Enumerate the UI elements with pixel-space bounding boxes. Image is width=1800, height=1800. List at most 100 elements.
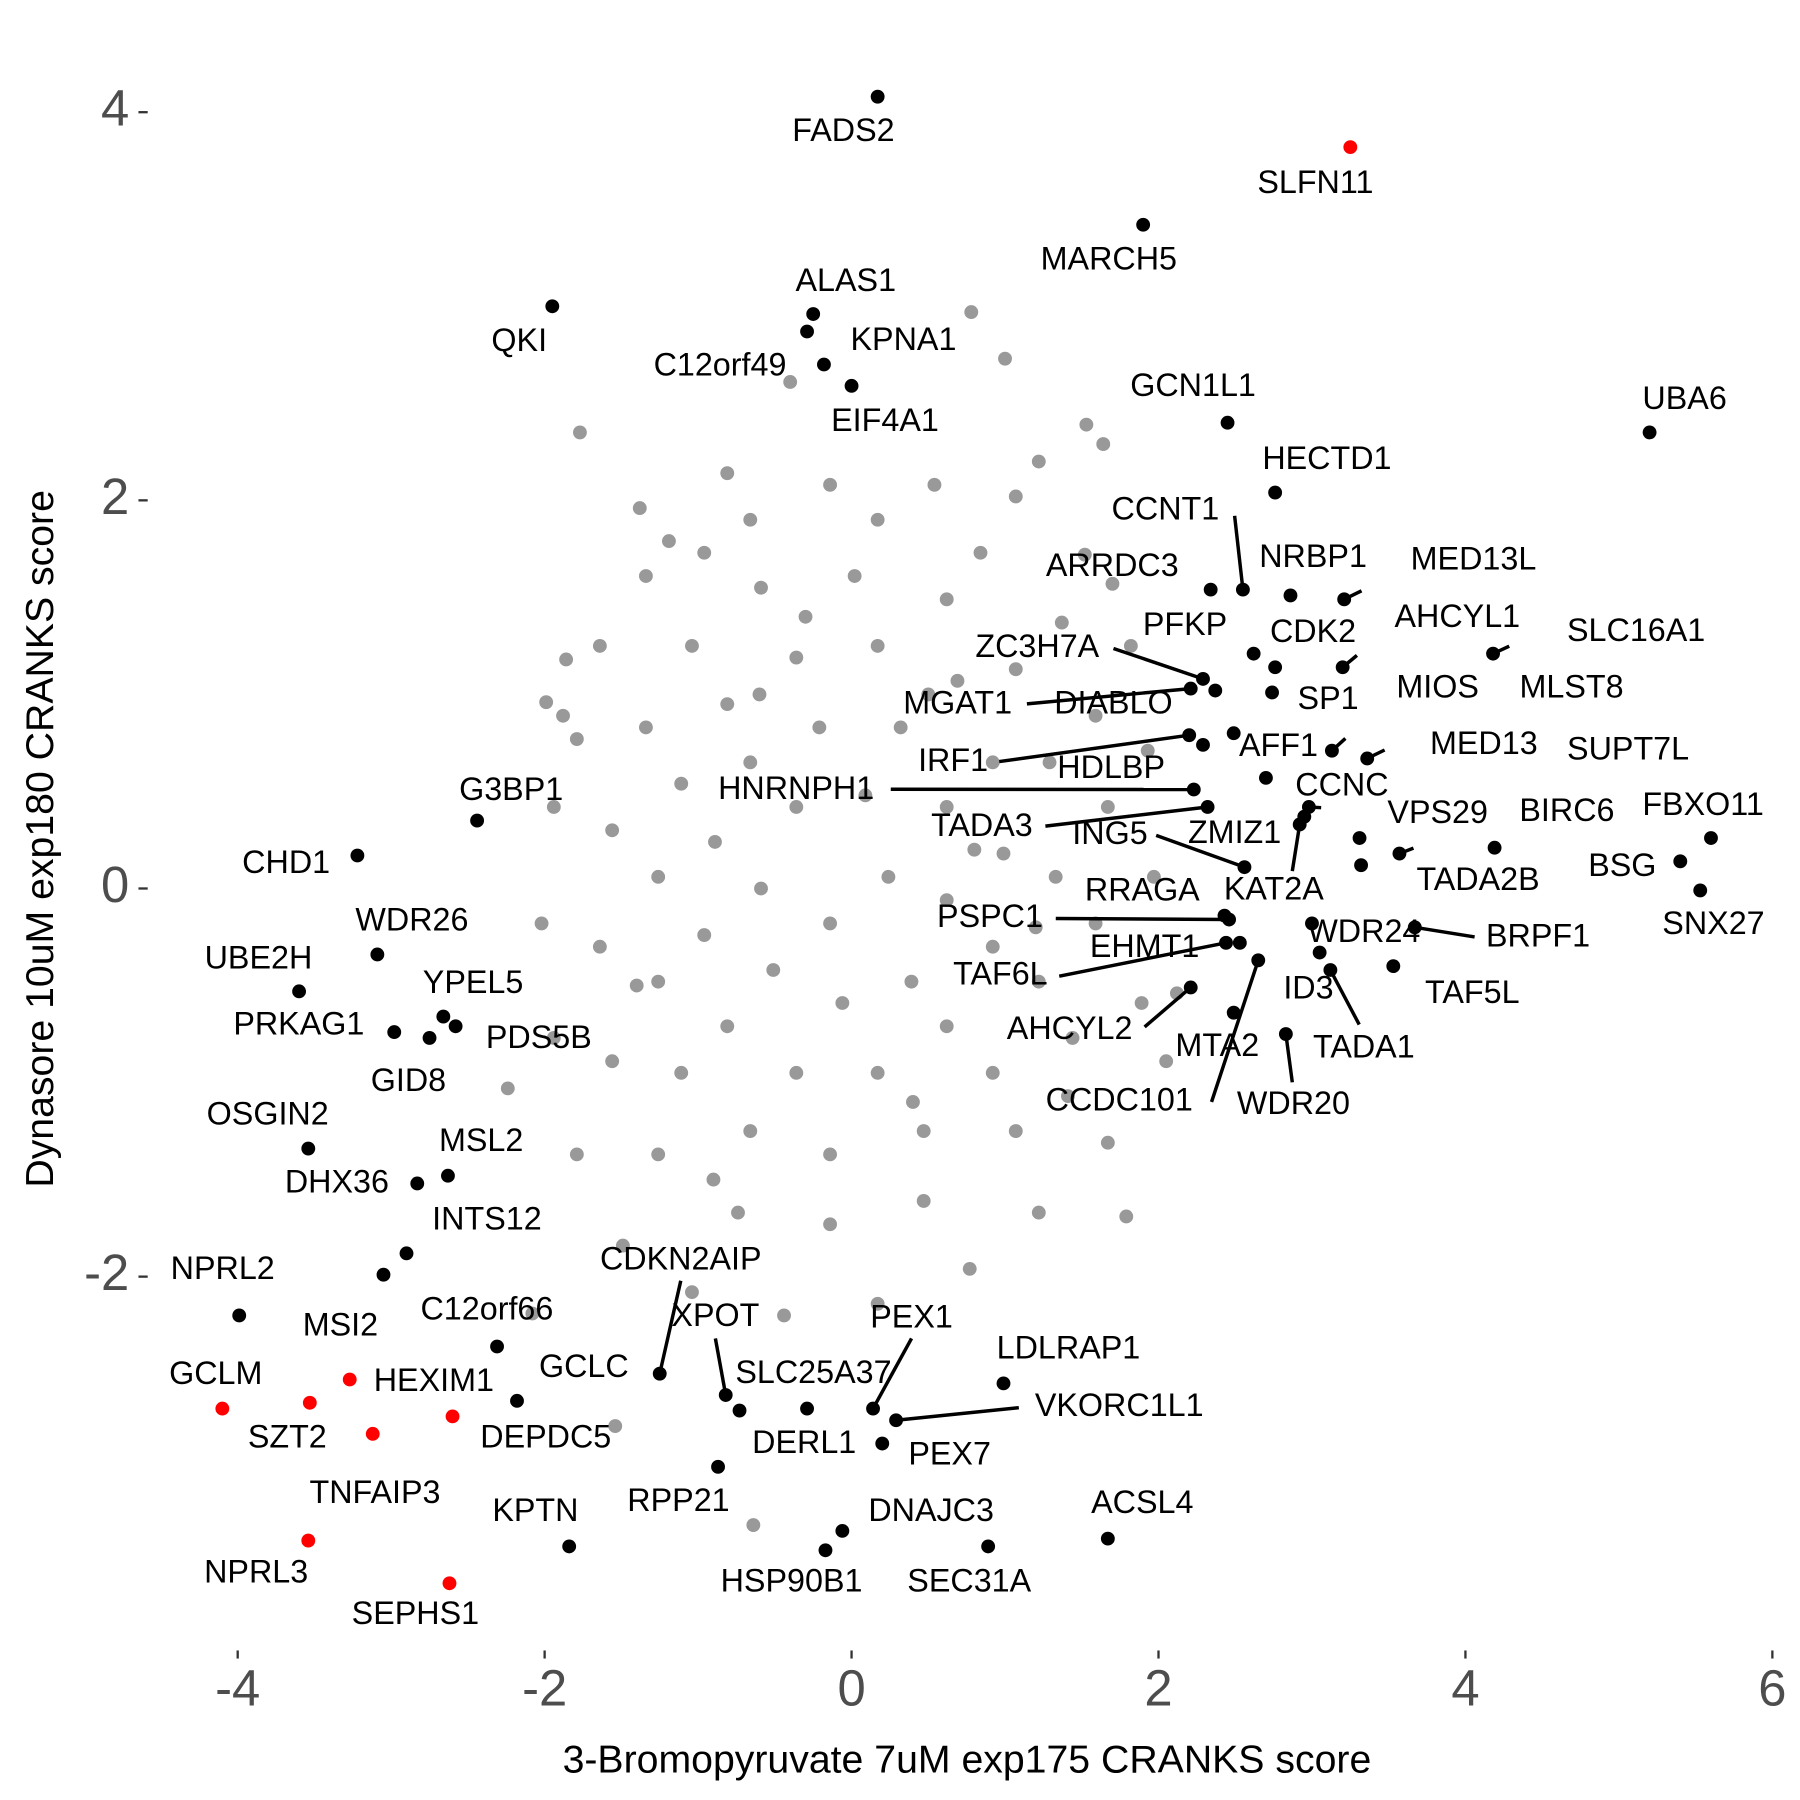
point xyxy=(615,1238,630,1253)
point-label: CCDC101 xyxy=(1046,1081,1193,1117)
y-tick-label: 4 xyxy=(101,80,129,137)
point-label: BSG xyxy=(1588,847,1656,883)
point xyxy=(592,939,607,954)
point xyxy=(981,1539,996,1554)
point xyxy=(674,776,689,791)
point xyxy=(1088,708,1103,723)
point xyxy=(1031,1205,1046,1220)
point-label: WDR24 xyxy=(1307,913,1420,949)
point xyxy=(754,881,768,896)
point-label: AHCYL1 xyxy=(1394,598,1520,634)
point xyxy=(1008,1124,1023,1139)
point-label: MSI2 xyxy=(303,1306,378,1342)
point xyxy=(1061,1089,1075,1104)
point-label: RPP21 xyxy=(627,1482,729,1518)
point xyxy=(1268,485,1283,500)
point-label: FADS2 xyxy=(792,112,894,148)
point-label: CHD1 xyxy=(242,844,330,880)
point xyxy=(732,1403,747,1418)
point xyxy=(365,1426,380,1441)
point xyxy=(939,592,954,607)
point-label: SLFN11 xyxy=(1257,164,1373,200)
point xyxy=(370,947,385,962)
point-label: HNRNPH1 xyxy=(718,770,874,806)
point xyxy=(1203,582,1218,597)
point xyxy=(870,1065,885,1080)
point-label: SZT2 xyxy=(248,1418,327,1454)
point-label: MED13L xyxy=(1411,540,1537,576)
point xyxy=(387,1025,402,1040)
point xyxy=(783,375,798,389)
point xyxy=(962,1261,977,1276)
point xyxy=(1100,800,1115,814)
point xyxy=(1031,974,1046,989)
connector xyxy=(1143,986,1192,1029)
point xyxy=(638,569,653,583)
point xyxy=(1392,846,1407,861)
connector xyxy=(713,1338,728,1396)
point-label: GCLC xyxy=(539,1348,629,1384)
point xyxy=(651,869,666,884)
point-label: XPOT xyxy=(671,1297,759,1333)
point-label: DNAJC3 xyxy=(868,1492,994,1528)
connector xyxy=(1026,686,1191,706)
point xyxy=(1693,883,1708,898)
point xyxy=(711,1459,725,1474)
connector xyxy=(871,1337,914,1410)
connector xyxy=(1058,941,1227,978)
point-label: SNX27 xyxy=(1662,905,1764,941)
point xyxy=(546,800,561,814)
connector xyxy=(1290,824,1302,872)
point xyxy=(1487,840,1502,855)
point xyxy=(573,425,587,440)
point-label: MIOS xyxy=(1396,668,1479,704)
point-label: FBXO11 xyxy=(1642,786,1763,822)
x-tick-label: 2 xyxy=(1144,1659,1172,1716)
point-label: SEPHS1 xyxy=(352,1595,479,1631)
point xyxy=(921,687,936,702)
point xyxy=(1183,681,1198,696)
connector xyxy=(1155,833,1246,869)
point-label: RRAGA xyxy=(1085,871,1200,907)
point-label: C12orf66 xyxy=(420,1290,553,1326)
point xyxy=(1008,489,1023,504)
point xyxy=(706,1172,721,1187)
point xyxy=(534,916,549,931)
point xyxy=(893,720,908,735)
point xyxy=(973,545,988,560)
x-axis-title: 3-Bromopyruvate 7uM exp175 CRANKS score xyxy=(563,1737,1372,1781)
point-label: KPTN xyxy=(492,1492,578,1528)
point xyxy=(1268,660,1283,675)
point xyxy=(996,846,1011,861)
point-label: DEPDC5 xyxy=(480,1418,611,1454)
point-label: HECTD1 xyxy=(1262,440,1391,476)
point xyxy=(720,1019,735,1034)
point xyxy=(1265,685,1279,700)
point-label: G3BP1 xyxy=(459,771,563,807)
point xyxy=(445,1409,460,1424)
point-label: KPNA1 xyxy=(851,321,957,357)
point xyxy=(292,984,307,999)
point xyxy=(1031,454,1046,469)
point-label: QKI xyxy=(491,322,547,358)
point-label: KAT2A xyxy=(1224,870,1324,906)
point xyxy=(1337,592,1352,607)
point xyxy=(608,1419,623,1433)
point xyxy=(685,638,699,653)
point xyxy=(858,788,873,803)
point xyxy=(823,916,838,931)
point xyxy=(777,1308,791,1323)
y-tick-label: -2 xyxy=(84,1244,129,1301)
point-label: NPRL3 xyxy=(204,1553,308,1589)
point xyxy=(697,545,712,560)
point-label: MARCH5 xyxy=(1041,240,1177,276)
point-label: ALAS1 xyxy=(795,262,896,298)
point-label: SLC16A1 xyxy=(1567,612,1705,648)
point-label: HEXIM1 xyxy=(374,1362,494,1398)
point xyxy=(1008,662,1023,677)
point xyxy=(1222,912,1237,927)
point xyxy=(720,466,735,481)
point xyxy=(1136,217,1151,232)
point-label: ZC3H7A xyxy=(975,628,1099,664)
connector xyxy=(1045,805,1208,828)
